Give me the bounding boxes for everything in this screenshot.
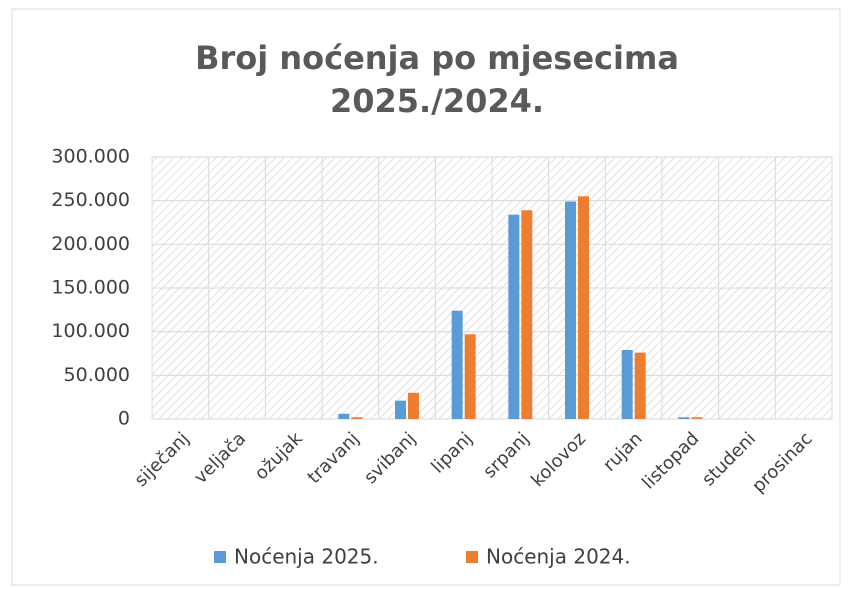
y-tick-label: 50.000 [64, 364, 130, 386]
bar [338, 413, 350, 419]
y-tick-label: 100.000 [51, 320, 130, 342]
bar [451, 310, 463, 419]
y-tick-label: 200.000 [51, 233, 130, 255]
y-tick-label: 0 [118, 408, 130, 430]
bar [621, 350, 633, 419]
bar [521, 210, 533, 419]
legend-swatch [466, 551, 478, 563]
y-tick-label: 150.000 [51, 277, 130, 299]
bar [408, 392, 419, 419]
bar [508, 214, 520, 419]
bar [395, 400, 406, 419]
chart-title: Broj noćenja po mjesecima [195, 39, 679, 77]
y-tick-label: 300.000 [51, 146, 130, 168]
bar [565, 201, 576, 419]
bar [678, 417, 690, 419]
bar [634, 352, 646, 419]
legend-swatch [214, 551, 226, 563]
y-tick-label: 250.000 [51, 189, 130, 211]
legend-label: Noćenja 2025. [234, 545, 379, 569]
bar [691, 417, 703, 419]
bar [578, 196, 589, 419]
bar [464, 334, 476, 419]
chart-title: 2025./2024. [330, 82, 544, 120]
bar [351, 417, 363, 419]
legend-label: Noćenja 2024. [486, 545, 631, 569]
